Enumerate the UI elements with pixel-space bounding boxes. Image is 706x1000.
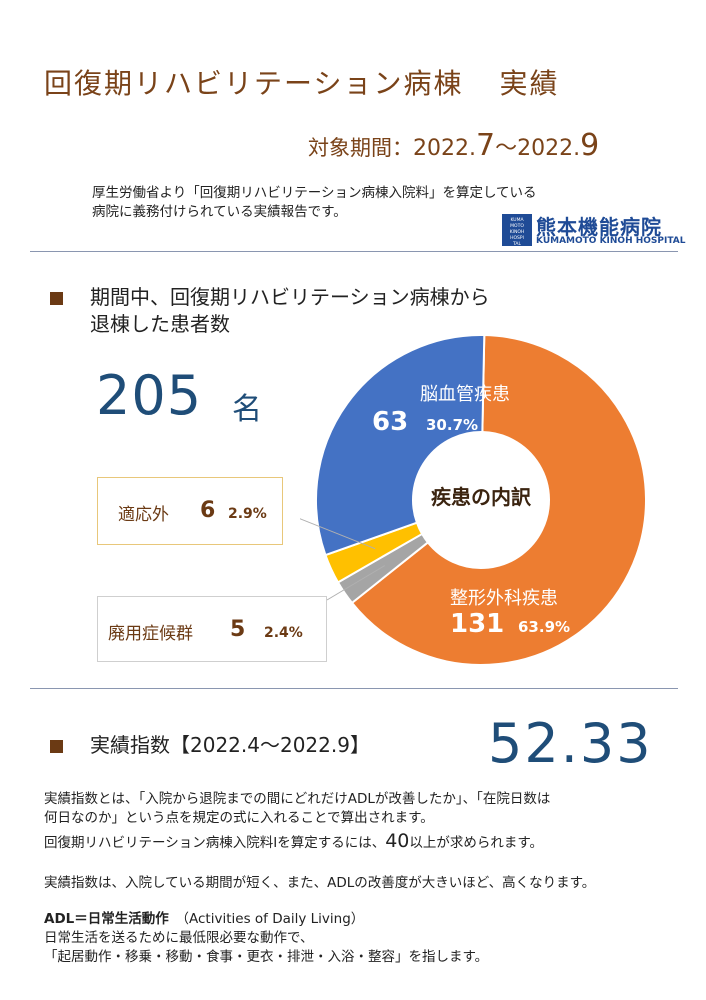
section2-marker (50, 740, 63, 753)
section1-title: 期間中、回復期リハビリテーション病棟から 退棟した患者数 (90, 284, 490, 338)
adl-line1: ADL＝日常生活動作 （Activities of Daily Living） (44, 910, 684, 929)
target-period: 対象期間：2022.7～2022.9 (308, 128, 599, 163)
period-start-month: 7 (475, 128, 496, 163)
disuse-label: 廃用症候群 (108, 624, 193, 644)
chart-leader-lines (300, 518, 385, 601)
requirement-prefix: 回復期リハビリテーション病棟入院料Ⅰを算定するには、 (44, 835, 386, 851)
disuse-count: 5 (230, 617, 246, 642)
title-suffix: 実績 (499, 67, 560, 100)
adl-line2: 日常生活を送るために最低限必要な動作で、 (44, 930, 314, 946)
period-label: 対象期間： (308, 136, 413, 160)
chart-center-title: 疾患の内訳 (431, 485, 532, 509)
performance-index-value: 52.33 (488, 712, 653, 775)
cerebro-label: 脳血管疾患 (420, 384, 510, 405)
period-end-year: 2022. (517, 136, 581, 161)
requirement-number: 40 (385, 830, 410, 852)
adl-english: （Activities of Daily Living） (182, 911, 365, 927)
logo-name: 熊本機能病院 (536, 215, 662, 239)
disuse-percent: 2.4% (264, 625, 303, 641)
excluded-count: 6 (200, 498, 216, 523)
callout-disuse: 廃用症候群 5 2.4% (97, 596, 327, 662)
excluded-percent: 2.9% (228, 506, 267, 522)
ortho-percent: 63.9% (518, 618, 570, 636)
index-explanation: 実績指数は、入院している期間が短く、また、ADLの改善度が大きいほど、高くなりま… (44, 875, 596, 891)
leader-disuse (326, 565, 385, 601)
period-end-month: 9 (580, 128, 600, 163)
logo-badge: KUMA MOTO KINOH HOSPI TAL (502, 214, 532, 247)
chart-slices (315, 334, 647, 666)
hospital-logo: KUMA MOTO KINOH HOSPI TAL 熊本機能病院 KUMAMOTO KI… (502, 214, 686, 248)
description-line-1: 厚生労働省より「回復期リハビリテーション病棟入院料」を算定している (92, 185, 537, 201)
disease-breakdown-chart: 疾患の内訳 脳血管疾患 63 30.7% 整形外科疾患 131 63.9% (300, 334, 647, 666)
cerebro-count: 63 (372, 407, 408, 437)
section1-marker (50, 292, 63, 305)
callout-excluded: 適応外 6 2.9% (97, 477, 283, 545)
adl-definition: ADL＝日常生活動作 （Activities of Daily Living） … (44, 910, 684, 967)
period-tilde: ～ (495, 136, 518, 161)
requirement-suffix: 以上が求められます。 (409, 835, 544, 851)
adl-line3: 「起居動作・移乗・移動・食事・更衣・排泄・入浴・整容」を指します。 (44, 949, 489, 965)
cerebro-percent: 30.7% (426, 416, 478, 434)
definition-line1: 実績指数とは、「入院から退院までの間にどれだけADLが改善したか」、「在院日数は (44, 791, 551, 807)
description-line-2: 病院に義務付けられている実績報告です。 (92, 204, 347, 220)
report-description: 厚生労働省より「回復期リハビリテーション病棟入院料」を算定している 病院に義務付… (92, 184, 612, 222)
page-title: 回復期リハビリテーション病棟 実績 (44, 62, 559, 102)
title-main: 回復期リハビリテーション病棟 (44, 67, 464, 100)
discharged-total: 205 (96, 364, 203, 427)
excluded-label: 適応外 (118, 505, 169, 525)
leader-excluded (300, 518, 376, 550)
divider-middle (30, 688, 678, 689)
adl-term: ADL＝日常生活動作 (44, 911, 169, 927)
logo-sub: KUMAMOTO KINOH HOSPITAL (536, 236, 686, 246)
slice-0 (350, 334, 647, 666)
discharged-unit: 名 (232, 392, 262, 427)
section1-title-line1: 期間中、回復期リハビリテーション病棟から (90, 285, 490, 309)
definition-line2: 何日なのか」という点を規定の式に入れることで算出されます。 (44, 810, 434, 826)
slice-3 (315, 334, 486, 557)
index-requirement: 回復期リハビリテーション病棟入院料Ⅰを算定するには、40以上が求められます。 (44, 832, 684, 853)
section1-title-line2: 退棟した患者数 (90, 312, 230, 336)
period-start-year: 2022. (413, 136, 476, 161)
index-definition: 実績指数とは、「入院から退院までの間にどれだけADLが改善したか」、「在院日数は… (44, 790, 684, 828)
divider-top (30, 251, 678, 252)
ortho-label: 整形外科疾患 (450, 588, 558, 609)
ortho-count: 131 (450, 609, 504, 639)
section2-title: 実績指数【2022.4～2022.9】 (90, 733, 370, 757)
